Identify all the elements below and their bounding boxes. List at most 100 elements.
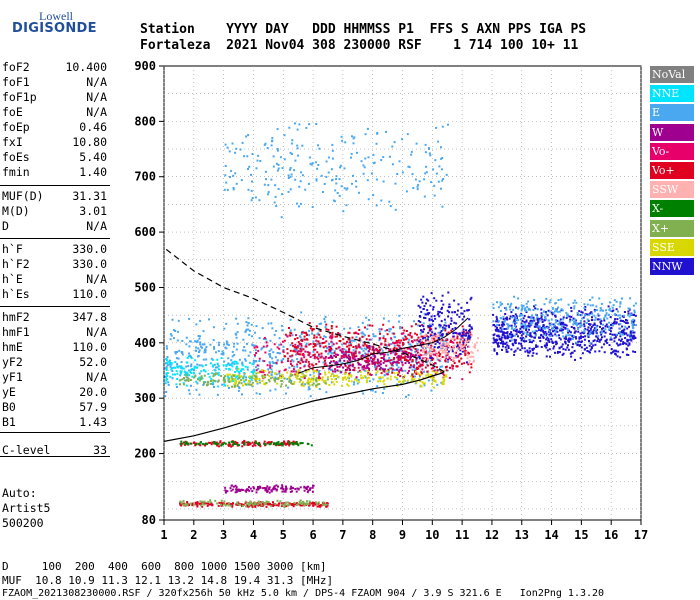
echo-point <box>181 378 184 381</box>
echo-point <box>571 319 574 322</box>
echo-point <box>226 146 229 149</box>
echo-point <box>270 490 273 493</box>
echo-point <box>264 376 267 379</box>
echo-point <box>388 200 391 203</box>
echo-point <box>330 337 333 339</box>
echo-point <box>295 370 298 373</box>
param-row: yE 20.0 <box>2 385 107 399</box>
echo-point <box>275 377 278 380</box>
echo-point <box>308 488 311 491</box>
echo-point <box>353 339 355 342</box>
echo-point <box>237 370 240 373</box>
echo-point <box>414 348 417 350</box>
echo-point <box>567 348 570 351</box>
echo-point <box>511 335 514 337</box>
echo-point <box>376 358 379 361</box>
echo-point <box>424 349 427 351</box>
echo-point <box>439 324 442 327</box>
echo-point <box>422 308 425 310</box>
echo-point <box>422 295 425 298</box>
echo-point <box>422 354 425 356</box>
echo-point <box>320 352 323 355</box>
echo-point <box>319 504 322 507</box>
echo-point <box>350 351 353 354</box>
echo-point <box>308 351 311 354</box>
echo-point <box>375 373 378 376</box>
echo-point <box>241 489 244 491</box>
echo-point <box>386 329 389 332</box>
echo-point <box>350 380 353 383</box>
echo-point <box>624 325 627 328</box>
echo-point <box>245 503 248 505</box>
echo-point <box>209 343 212 346</box>
x-tick-label: 14 <box>544 528 558 542</box>
echo-point <box>196 366 199 369</box>
echo-point <box>384 338 387 341</box>
echo-point <box>419 306 422 309</box>
echo-point <box>410 336 413 339</box>
echo-point <box>257 371 260 374</box>
echo-point <box>201 500 204 503</box>
echo-point <box>494 325 497 328</box>
echo-point <box>292 505 295 508</box>
echo-point <box>387 320 390 323</box>
echo-point <box>591 316 593 319</box>
echo-point <box>214 373 217 375</box>
echo-point <box>196 339 199 342</box>
echo-point <box>266 442 269 445</box>
param-value: 31.31 <box>72 189 107 203</box>
echo-point <box>380 372 383 375</box>
echo-point <box>440 157 443 160</box>
echo-point <box>417 367 420 370</box>
echo-point <box>318 323 321 325</box>
echo-point <box>204 351 207 354</box>
echo-point <box>328 342 330 345</box>
echo-point <box>410 356 412 359</box>
echo-point <box>318 383 321 386</box>
echo-point <box>440 146 442 149</box>
echo-point <box>225 502 228 505</box>
echo-point <box>307 364 310 367</box>
echo-point <box>519 348 522 351</box>
echo-point <box>344 364 347 367</box>
echo-point <box>323 183 326 185</box>
echo-point <box>456 344 459 347</box>
echo-point <box>505 341 508 344</box>
echo-point <box>172 329 175 332</box>
echo-point <box>357 343 360 346</box>
echo-point <box>619 339 622 342</box>
echo-point <box>619 335 622 338</box>
echo-point <box>548 333 551 336</box>
echo-point <box>554 340 557 343</box>
echo-point <box>527 300 530 303</box>
echo-point <box>400 356 403 359</box>
echo-point <box>363 375 366 377</box>
echo-point <box>166 347 168 350</box>
echo-point <box>230 169 233 172</box>
echo-point <box>232 188 235 191</box>
echo-point <box>577 330 580 333</box>
echo-point <box>194 340 197 343</box>
echo-point <box>248 329 251 332</box>
echo-point <box>276 346 279 349</box>
echo-point <box>240 503 243 506</box>
echo-point <box>179 500 182 503</box>
echo-point <box>277 149 279 152</box>
echo-point <box>366 328 369 331</box>
echo-point <box>415 361 418 364</box>
echo-point <box>550 318 553 321</box>
echo-point <box>396 349 399 352</box>
echo-point <box>545 325 548 328</box>
echo-point <box>275 489 278 492</box>
echo-point <box>426 360 429 363</box>
echo-point <box>390 337 393 340</box>
echo-point <box>547 309 550 312</box>
echo-point <box>379 360 382 363</box>
echo-point <box>248 489 251 492</box>
echo-point <box>501 348 503 351</box>
echo-point <box>226 374 229 377</box>
echo-point <box>313 501 316 504</box>
echo-point <box>311 367 314 370</box>
echo-point <box>343 359 346 362</box>
echo-point <box>625 322 628 324</box>
